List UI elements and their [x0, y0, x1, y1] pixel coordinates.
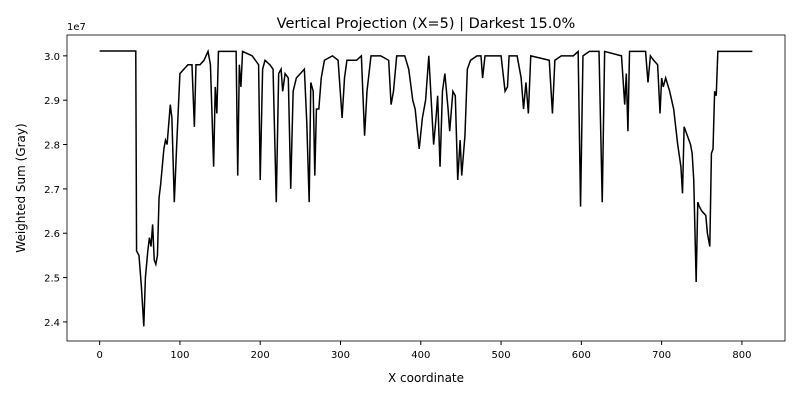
y-tick-label: 2.4: [44, 318, 60, 329]
x-axis-label: X coordinate: [388, 371, 464, 385]
x-tick-label: 800: [732, 350, 751, 361]
plot-frame: [66, 34, 786, 342]
y-tick-label: 2.5: [44, 274, 60, 285]
y-tick-label: 2.8: [44, 141, 60, 152]
y-tick-label: 2.7: [44, 185, 60, 196]
x-tick-label: 700: [652, 350, 671, 361]
y-axis-label: Weighted Sum (Gray): [14, 123, 28, 252]
y-tick-label: 3.0: [44, 52, 60, 63]
x-tick-label: 300: [331, 350, 350, 361]
x-tick-label: 400: [411, 350, 430, 361]
x-tick-label: 100: [170, 350, 189, 361]
y-offset-text: 1e7: [67, 22, 86, 33]
y-tick-label: 2.9: [44, 96, 60, 107]
x-tick-label: 200: [251, 350, 270, 361]
x-tick-label: 0: [96, 350, 102, 361]
y-tick-label: 2.6: [44, 229, 60, 240]
x-tick-label: 600: [572, 350, 591, 361]
chart-title: Vertical Projection (X=5) | Darkest 15.0…: [277, 16, 576, 32]
x-tick-label: 500: [492, 350, 511, 361]
data-line: [99, 48, 753, 327]
